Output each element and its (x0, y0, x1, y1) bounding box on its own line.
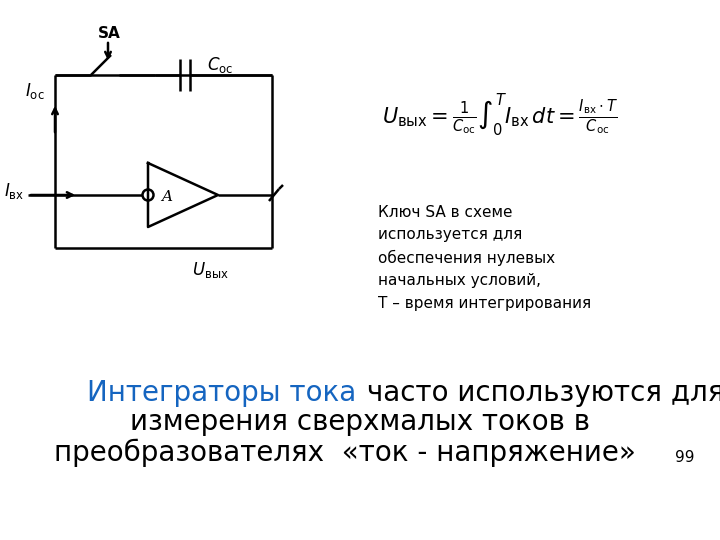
Text: SA: SA (98, 25, 120, 40)
Text: $U_{\mathsf{вых}} = \frac{1}{C_{\mathsf{ос}}}\int_{0}^{T} I_{\mathsf{вх}}\,dt= \: $U_{\mathsf{вых}} = \frac{1}{C_{\mathsf{… (382, 92, 618, 138)
Text: A: A (161, 190, 173, 204)
Text: $I_{\mathsf{вх}}$: $I_{\mathsf{вх}}$ (4, 181, 24, 201)
Text: измерения сверхмалых токов в: измерения сверхмалых токов в (130, 408, 590, 436)
Text: $I_{\mathsf{ос}}$: $I_{\mathsf{ос}}$ (25, 81, 45, 101)
Text: преобразователях  «ток - напряжение»: преобразователях «ток - напряжение» (54, 439, 636, 467)
Text: 99: 99 (675, 450, 695, 465)
Text: Интеграторы тока: Интеграторы тока (86, 379, 356, 407)
Text: $C_{\mathsf{ос}}$: $C_{\mathsf{ос}}$ (207, 55, 233, 75)
Text: $U_{\mathsf{вых}}$: $U_{\mathsf{вых}}$ (192, 260, 228, 280)
Text: Ключ SA в схеме
используется для
обеспечения нулевых
начальных условий,
Т – врем: Ключ SA в схеме используется для обеспеч… (378, 205, 591, 310)
Text: часто используются для: часто используются для (358, 379, 720, 407)
